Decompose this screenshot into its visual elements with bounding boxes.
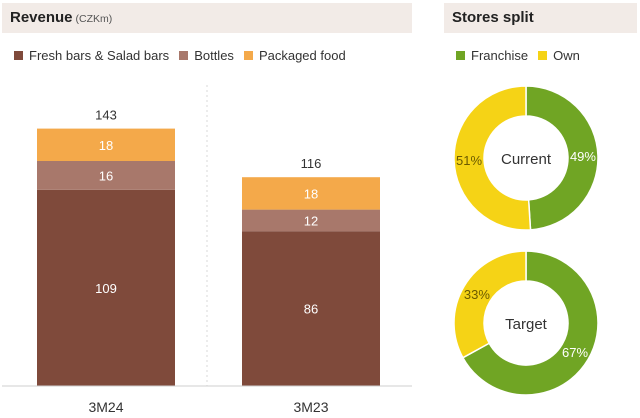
x-tick-3M24: 3M24 — [88, 399, 123, 415]
revenue-header: Revenue (CZKm) — [2, 3, 412, 33]
bar-label-bottles-3M24: 16 — [99, 168, 113, 183]
bar-total-3M24: 143 — [95, 108, 117, 123]
stores-legend: Franchise Own — [456, 48, 590, 63]
stores-split-header: Stores split — [444, 3, 637, 33]
legend-item-fresh: Fresh bars & Salad bars — [14, 48, 169, 63]
donut-center-target: Target — [505, 316, 548, 333]
legend-swatch-franchise — [456, 51, 465, 60]
donut-slice-own-current — [453, 85, 532, 231]
donut-slice-franchise-current — [525, 85, 599, 231]
revenue-legend: Fresh bars & Salad bars Bottles Packaged… — [14, 48, 356, 63]
stores-split-title: Stores split — [452, 9, 534, 26]
donut-label-own-target: 33% — [464, 287, 490, 302]
legend-label-franchise: Franchise — [471, 48, 529, 63]
bar-bottles-3M23 — [242, 209, 380, 232]
legend-label-bottles: Bottles — [194, 48, 234, 63]
legend-swatch-fresh — [14, 51, 23, 60]
donut-slice-own-target — [453, 250, 527, 359]
donut-label-own-current: 51% — [456, 153, 482, 168]
donut-label-franchise-target: 67% — [562, 345, 588, 360]
donut-center-current: Current — [501, 151, 552, 168]
legend-label-own: Own — [553, 48, 580, 63]
bar-bottles-3M24 — [37, 161, 175, 190]
donut-label-franchise-current: 49% — [570, 149, 596, 164]
revenue-title: Revenue (CZKm) — [10, 9, 113, 26]
bar-label-fresh-3M23: 86 — [304, 302, 318, 317]
bar-fresh-3M24 — [37, 189, 175, 386]
bar-total-3M23: 116 — [301, 156, 322, 171]
revenue-unit: (CZKm) — [75, 13, 113, 25]
bar-packaged-3M23 — [242, 177, 380, 210]
bar-packaged-3M24 — [37, 128, 175, 161]
bar-label-bottles-3M23: 12 — [304, 213, 318, 228]
legend-label-fresh: Fresh bars & Salad bars — [29, 48, 170, 63]
legend-item-franchise: Franchise — [456, 48, 528, 63]
bar-label-packaged-3M23: 18 — [304, 186, 318, 201]
legend-swatch-own — [538, 51, 548, 60]
x-tick-3M23: 3M23 — [293, 399, 328, 415]
legend-swatch-packaged — [243, 51, 253, 60]
bar-label-fresh-3M24: 109 — [95, 281, 117, 296]
legend-item-bottles: Bottles — [179, 48, 234, 63]
legend-label-packaged: Packaged food — [258, 48, 346, 63]
legend-item-packaged: Packaged food — [243, 48, 346, 63]
legend-swatch-bottles — [179, 51, 189, 60]
bar-label-packaged-3M24: 18 — [99, 138, 113, 153]
donut-slice-franchise-target — [461, 250, 599, 396]
legend-item-own: Own — [538, 48, 580, 63]
bar-fresh-3M23 — [242, 231, 380, 386]
